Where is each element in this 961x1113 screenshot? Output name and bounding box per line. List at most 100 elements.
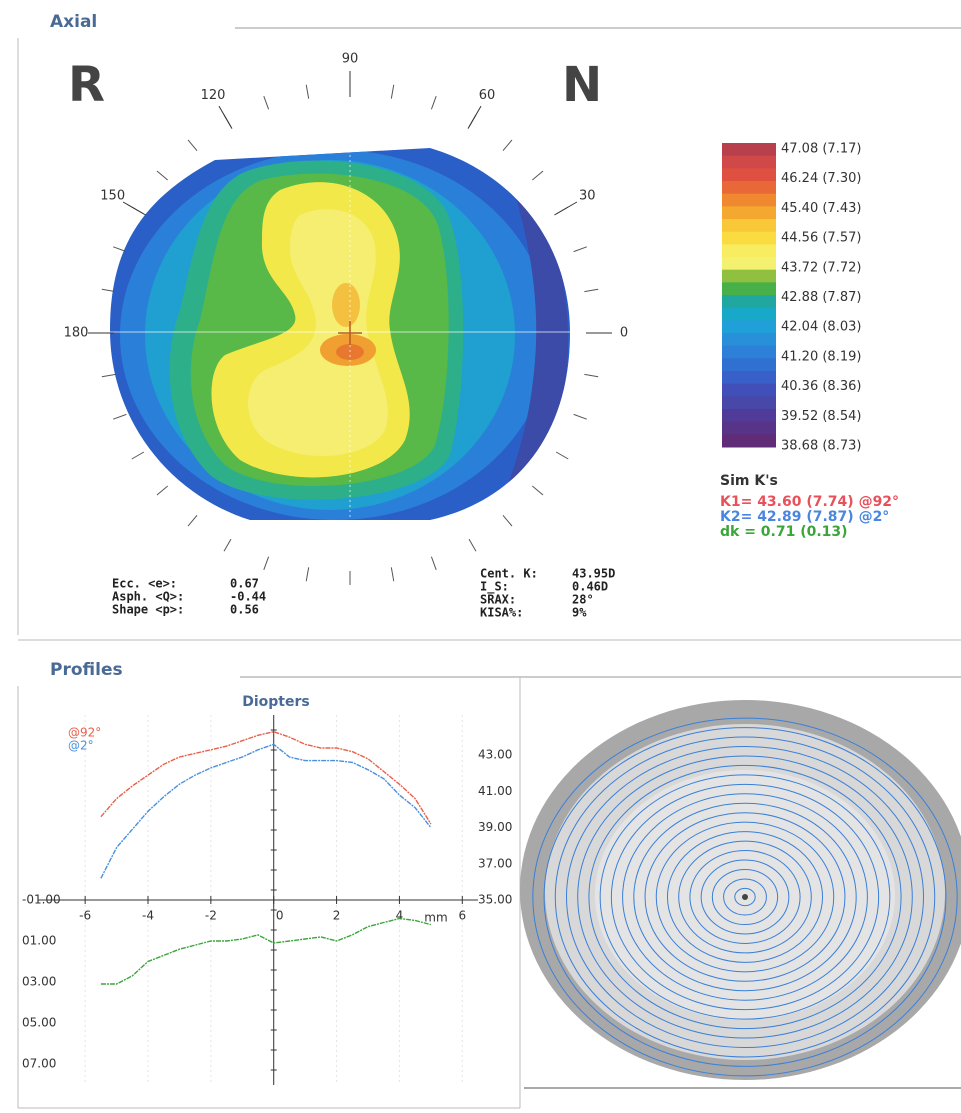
scale-band [722,206,776,219]
scale-label: 44.56 (7.57) [781,231,861,246]
polar-tick-label: 0 [620,326,628,341]
polar-minor-tick [391,567,393,581]
polar-minor-tick [574,414,587,419]
scale-label: 45.40 (7.43) [781,201,861,216]
index-value: 0.67 [230,577,259,591]
scale-band [722,295,776,308]
polar-minor-tick [113,414,126,419]
scale-band [722,232,776,245]
series-line [101,744,431,878]
polar-minor-tick [503,515,512,526]
simk-line: K1= 43.60 (7.74) @92° [720,494,899,510]
polar-tick-label: 60 [479,88,496,103]
scale-band [722,143,776,156]
index-value: 28° [572,593,594,607]
x-tick-label: 0 [276,909,284,923]
scale-label: 39.52 (8.54) [781,409,861,424]
scale-label: 47.08 (7.17) [781,142,861,157]
index-label: Shape <p>: [112,603,184,617]
eye-label: R [68,57,105,113]
scale-band [722,257,776,270]
scale-label: 42.88 (7.87) [781,290,861,305]
polar-minor-tick [157,486,168,495]
scale-band [722,282,776,295]
polar-minor-tick [102,374,116,376]
section-title: Axial [50,12,97,32]
scale-band [722,219,776,232]
polar-minor-tick [503,140,512,151]
scale-label: 40.36 (8.36) [781,379,861,394]
scale-band [722,409,776,422]
polar-minor-tick [532,171,543,180]
polar-minor-tick [132,452,144,459]
side-label: N [562,57,602,113]
color-scale: 47.08 (7.17)46.24 (7.30)45.40 (7.43)44.5… [722,142,861,454]
index-value: 43.95D [572,567,615,581]
index-label: Asph. <Q>: [112,590,184,604]
x-tick-label: -4 [142,909,154,923]
simk-line: K2= 42.89 (7.87) @2° [720,509,889,525]
scale-band [722,434,776,447]
section-title: Profiles [50,660,123,680]
placido-image [520,690,961,1088]
scale-band [722,308,776,321]
polar-minor-tick [431,557,436,570]
y-tick-label: 05.00 [22,1016,56,1030]
scale-label: 43.72 (7.72) [781,260,861,275]
scale-band [722,358,776,371]
scale-band [722,168,776,181]
x-tick-label: 2 [333,909,341,923]
polar-minor-tick [157,171,168,180]
map-layer [332,283,360,327]
polar-minor-tick [469,539,476,551]
y2-tick-label: 39.00 [478,820,512,834]
x-tick-label: -6 [79,909,91,923]
scale-label: 41.20 (8.19) [781,349,861,364]
scale-band [722,181,776,194]
polar-tick-label: 120 [201,88,226,103]
simk-title: Sim K's [720,473,778,489]
scale-band [722,270,776,283]
scale-band [722,156,776,169]
index-label: KISA%: [480,606,523,620]
scale-band [722,333,776,346]
y2-tick-label: 35.00 [478,893,512,907]
y-tick-label: 07.00 [22,1057,56,1071]
polar-minor-tick [532,486,543,495]
scale-label: 42.04 (8.03) [781,320,861,335]
polar-minor-tick [306,567,308,581]
scale-label: 38.68 (8.73) [781,439,861,454]
polar-tick-label: 30 [579,189,596,204]
x-axis-label: mm [424,911,447,925]
polar-minor-tick [264,96,269,109]
legend-entry: @2° [68,739,94,753]
polar-minor-tick [224,539,231,551]
y2-tick-label: 43.00 [478,748,512,762]
series-line [101,919,431,985]
index-value: 0.56 [230,603,259,617]
polar-minor-tick [431,96,436,109]
x-tick-label: -2 [205,909,217,923]
index-value: 0.46D [572,580,608,594]
polar-minor-tick [113,247,126,252]
index-label: SRAX: [480,593,516,607]
polar-minor-tick [188,515,197,526]
polar-tick-label: 90 [342,52,359,67]
placido-center [742,894,748,900]
polar-tick-label: 150 [100,189,125,204]
polar-minor-tick [574,247,587,252]
x-tick-label: 4 [396,909,404,923]
y-tick-label: 01.00 [22,934,56,948]
scale-band [722,384,776,397]
polar-tick-label: 180 [64,326,89,341]
simk-lines: K1= 43.60 (7.74) @92°K2= 42.89 (7.87) @2… [720,494,899,540]
polar-tick [554,202,577,215]
polar-minor-tick [264,557,269,570]
index-value: 9% [572,606,587,620]
y-tick-label: -01.00 [22,893,61,907]
legend-entry: @92° [68,726,101,740]
index-value: -0.44 [230,590,266,604]
polar-minor-tick [584,374,598,376]
polar-minor-tick [391,85,393,99]
